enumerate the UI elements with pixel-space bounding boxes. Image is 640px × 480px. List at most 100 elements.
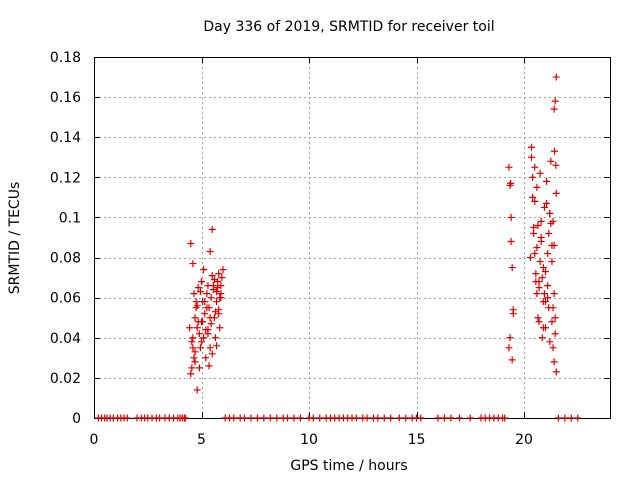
data-point xyxy=(561,414,569,422)
data-point xyxy=(528,143,536,151)
data-point xyxy=(501,414,509,422)
data-point xyxy=(193,386,201,394)
data-point xyxy=(548,318,556,326)
data-point xyxy=(198,338,205,346)
data-point xyxy=(191,314,199,322)
y-tick-label: 0.16 xyxy=(50,90,81,106)
data-point xyxy=(195,364,203,372)
data-point xyxy=(505,344,513,352)
data-point xyxy=(217,290,225,298)
data-point xyxy=(550,358,558,366)
data-point xyxy=(196,288,204,296)
data-point xyxy=(206,314,214,322)
y-tick-label: 0.12 xyxy=(50,170,81,186)
data-point xyxy=(434,414,442,422)
data-point xyxy=(374,414,382,422)
data-point xyxy=(543,177,551,185)
y-axis-label: SRMTID / TECUs xyxy=(7,182,23,295)
data-point xyxy=(206,344,214,352)
data-point xyxy=(241,414,248,422)
data-point xyxy=(552,73,560,81)
y-tick-label: 0.06 xyxy=(50,291,81,307)
data-point xyxy=(204,330,212,338)
data-point xyxy=(213,298,221,306)
data-point xyxy=(537,234,545,241)
data-point xyxy=(203,304,211,312)
data-point xyxy=(539,264,547,272)
data-point xyxy=(211,334,219,342)
y-axis-tick-labels: 0 0.02 0.04 0.06 0.08 0.1 0.12 0.14 0.16 0.18 xyxy=(50,50,81,427)
data-point xyxy=(551,147,559,155)
data-point xyxy=(529,173,537,181)
data-point xyxy=(191,348,199,356)
data-point xyxy=(284,414,291,422)
data-point xyxy=(543,199,551,207)
data-point xyxy=(189,344,197,352)
data-point xyxy=(548,258,556,266)
y-tick-label: 0.04 xyxy=(50,331,81,347)
data-point xyxy=(552,161,560,169)
data-point xyxy=(187,370,195,378)
data-point xyxy=(539,324,547,332)
data-point xyxy=(536,169,544,177)
data-point xyxy=(189,334,197,342)
data-point xyxy=(194,284,202,292)
data-point xyxy=(190,354,198,362)
data-point xyxy=(206,248,214,256)
data-point xyxy=(507,179,515,187)
data-point xyxy=(191,358,199,366)
data-point xyxy=(540,203,548,211)
x-tick-label: 5 xyxy=(197,432,206,448)
x-tick-label: 0 xyxy=(90,432,99,448)
data-point xyxy=(552,189,560,197)
data-point xyxy=(216,294,224,302)
data-point xyxy=(509,310,517,318)
data-point xyxy=(549,217,557,225)
data-point xyxy=(352,414,360,422)
data-point xyxy=(417,414,425,422)
data-point xyxy=(546,209,554,217)
data-point xyxy=(531,197,539,205)
x-axis-tick-labels: 0 5 10 15 20 xyxy=(90,432,533,448)
data-point xyxy=(548,242,556,250)
data-point xyxy=(207,320,215,328)
y-tick-label: 0.08 xyxy=(50,251,81,267)
data-point xyxy=(219,266,227,274)
data-point xyxy=(531,250,539,258)
data-point xyxy=(508,356,516,364)
data-point xyxy=(214,284,222,292)
data-point xyxy=(247,414,255,422)
data-point xyxy=(551,330,559,338)
data-point xyxy=(181,414,189,422)
data-point xyxy=(528,153,536,161)
data-point xyxy=(533,290,541,298)
data-point xyxy=(195,330,203,338)
data-point xyxy=(193,324,201,332)
data-point xyxy=(387,414,395,422)
data-point xyxy=(199,318,207,326)
data-point xyxy=(188,338,196,346)
data-point xyxy=(201,310,209,318)
data-point xyxy=(507,213,515,221)
data-point xyxy=(215,306,223,314)
data-point xyxy=(544,250,552,258)
y-tick-label: 0 xyxy=(72,411,81,427)
data-point xyxy=(545,229,553,237)
data-point xyxy=(193,302,201,310)
data-point xyxy=(508,264,516,272)
data-point xyxy=(209,282,217,290)
data-point xyxy=(205,362,213,370)
data-point xyxy=(260,414,268,422)
data-point xyxy=(316,414,324,422)
data-point xyxy=(456,414,463,422)
grid-lines xyxy=(94,57,610,418)
data-point xyxy=(549,344,557,352)
data-point xyxy=(574,414,582,422)
data-point xyxy=(542,268,549,276)
data-point xyxy=(545,304,553,312)
data-point xyxy=(218,274,226,282)
data-point xyxy=(200,334,208,342)
data-point xyxy=(547,157,555,165)
data-point xyxy=(505,163,513,171)
